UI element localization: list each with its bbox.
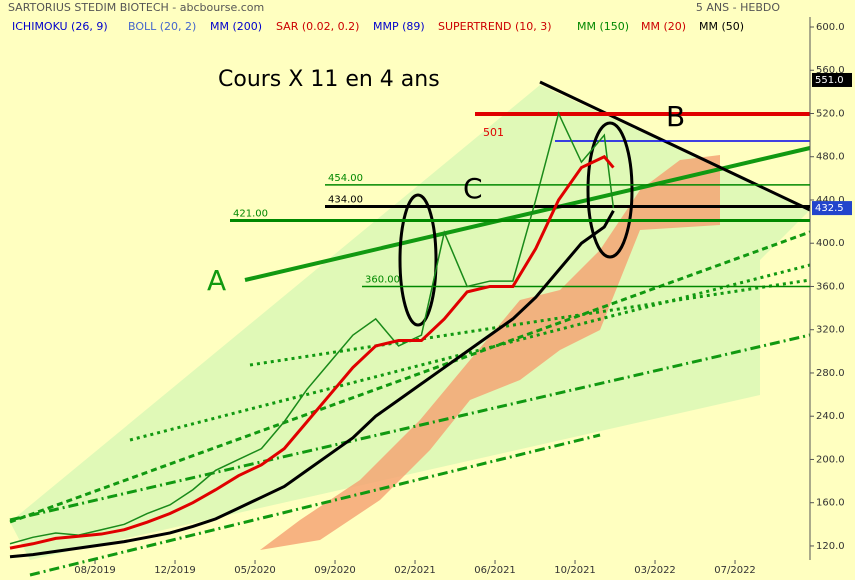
header-period: 5 ANS - HEBDO [696, 1, 780, 14]
level-label: 454.00 [328, 173, 363, 184]
level-label: 360.00 [365, 274, 400, 285]
channel-line [29, 433, 601, 577]
y-tick-label: 520.0 [816, 108, 845, 119]
annotation: C [463, 172, 483, 205]
legend-entry: BOLL (20, 2) [128, 20, 196, 33]
annotation: 501 [483, 126, 504, 139]
channel-line [9, 333, 811, 522]
y-tick-label: 560.0 [816, 65, 845, 76]
legend-entry: SAR (0.02, 0.2) [276, 20, 359, 33]
x-tick-label: 09/2020 [314, 565, 356, 576]
x-tick-label: 07/2022 [714, 565, 756, 576]
price-label: 432.5 [815, 203, 844, 214]
y-tick-label: 120.0 [816, 541, 845, 552]
y-tick-label: 280.0 [816, 368, 845, 379]
x-tick-label: 03/2022 [634, 565, 676, 576]
y-tick-label: 440.0 [816, 195, 845, 206]
y-tick-label: 600.0 [816, 22, 845, 33]
y-tick-label: 400.0 [816, 238, 845, 249]
level-label: 421.00 [233, 209, 268, 220]
legend-entry: MM (20) [641, 20, 686, 33]
channel-fill [10, 85, 810, 560]
series-line [9, 154, 615, 550]
y-tick-label: 360.0 [816, 281, 845, 292]
channel-line [129, 263, 811, 442]
series-line [9, 111, 615, 545]
legend-entry: MM (200) [210, 20, 262, 33]
legend-entry: ICHIMOKU (26, 9) [12, 20, 108, 33]
annotation: Cours X 11 en 4 ans [218, 67, 440, 92]
legend-entry: MMP (89) [373, 20, 425, 33]
legend-entry: MM (50) [699, 20, 744, 33]
plot: 120.0 160.0 200.0 240.0 280.0 320.0 360.0 400.0… [9, 17, 852, 576]
legend-entry: MM (150) [577, 20, 629, 33]
trend-line-b [539, 80, 811, 212]
header-title: SARTORIUS STEDIM BIOTECH - abcbourse.com [8, 1, 264, 14]
x-tick-label: 06/2021 [474, 565, 516, 576]
y-tick-label: 480.0 [816, 152, 845, 163]
legend-entry: SUPERTREND (10, 3) [438, 20, 552, 33]
x-tick-label: 12/2019 [154, 565, 196, 576]
x-tick-label: 10/2021 [554, 565, 596, 576]
price-label-box [812, 201, 852, 216]
level-label: 434.00 [328, 194, 363, 205]
x-tick-label: 02/2021 [394, 565, 436, 576]
channel-line [9, 230, 811, 524]
highlight-ellipse [398, 193, 438, 327]
trend-line-a [244, 146, 811, 282]
x-tick-label: 05/2020 [234, 565, 276, 576]
annotation: A [207, 264, 226, 297]
annotation: B [666, 100, 685, 133]
y-tick-label: 240.0 [816, 411, 845, 422]
price-label-box [812, 72, 852, 87]
y-tick-label: 160.0 [816, 498, 845, 509]
x-tick-label: 08/2019 [74, 565, 116, 576]
price-label: 551.0 [815, 75, 844, 86]
highlight-ellipse [586, 121, 634, 259]
series-line [9, 210, 615, 559]
y-tick-label: 320.0 [816, 325, 845, 336]
y-tick-label: 200.0 [816, 454, 845, 465]
